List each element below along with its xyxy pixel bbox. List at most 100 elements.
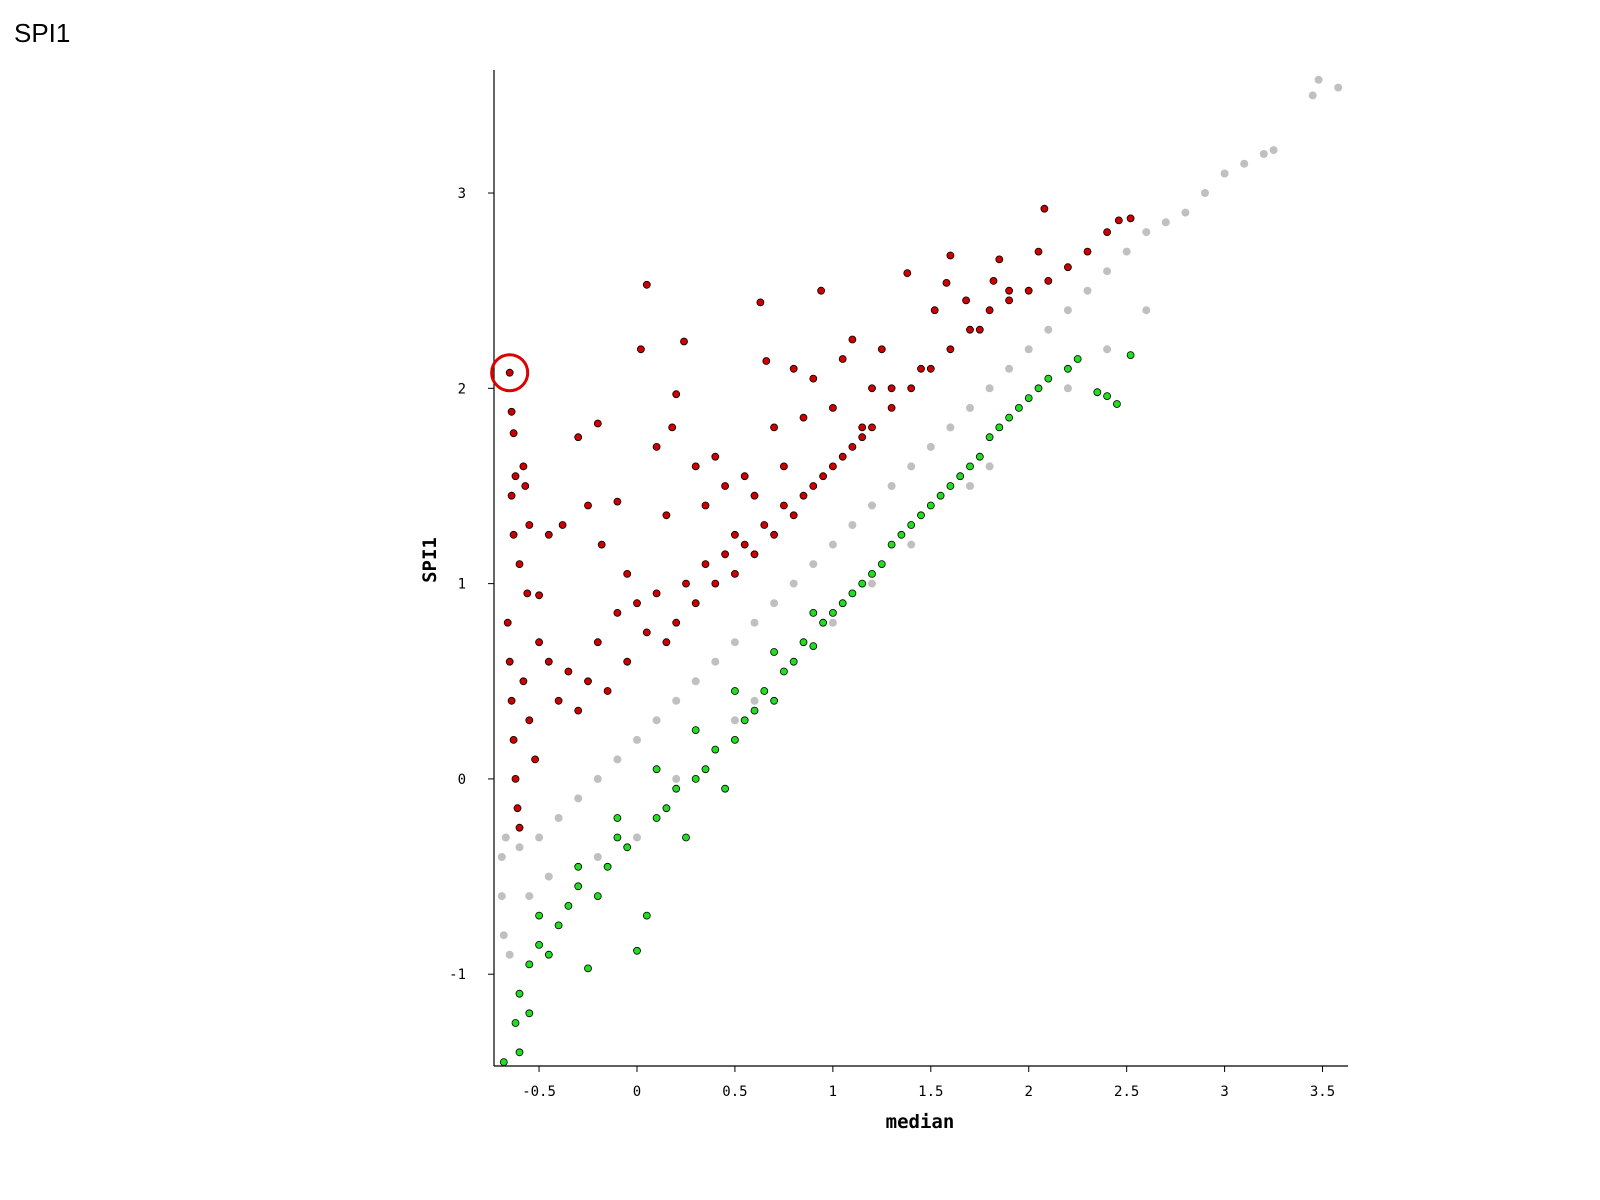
x-ticks: -0.5 0 0.5 1 1.5 2 2.5 3 3.5: [522, 1066, 1335, 1100]
axes: [493, 70, 1348, 1067]
down-point: [721, 784, 729, 793]
background-point: [1181, 208, 1190, 217]
up-point: [711, 579, 720, 588]
down-point: [1126, 351, 1135, 360]
down-point: [897, 530, 906, 539]
up-point: [762, 357, 771, 365]
background-point: [1314, 75, 1323, 84]
x-tick-label: 3: [1220, 1084, 1228, 1100]
x-tick-label: 1.5: [918, 1084, 943, 1100]
up-point: [903, 269, 912, 278]
up-point: [544, 530, 553, 539]
up-point: [731, 570, 739, 578]
up-point: [1034, 247, 1043, 256]
plot-points: [497, 75, 1343, 1066]
background-point: [809, 560, 818, 569]
up-point: [623, 570, 632, 578]
background-point: [1024, 345, 1033, 354]
up-point: [593, 419, 602, 428]
up-point: [507, 491, 516, 500]
y-ticks: -1 0 1 2 3: [449, 186, 494, 983]
down-point: [642, 911, 651, 920]
down-point: [593, 892, 602, 900]
down-point: [535, 941, 543, 949]
down-point: [691, 775, 700, 783]
down-point: [1064, 364, 1072, 373]
up-point: [756, 298, 765, 307]
background-point: [985, 462, 994, 471]
background-point: [985, 384, 994, 393]
y-tick-label: 2: [458, 381, 466, 397]
background-point: [750, 618, 759, 627]
highlight-ring: [490, 353, 530, 393]
up-point: [637, 345, 645, 354]
background-point: [907, 540, 916, 549]
background-point: [593, 853, 602, 861]
background-point: [868, 579, 876, 588]
down-point: [652, 814, 661, 822]
down-point: [691, 726, 700, 734]
background-point: [525, 892, 534, 901]
down-point: [946, 482, 955, 490]
down-point: [574, 882, 583, 891]
y-tick-label: 0: [458, 772, 466, 788]
background-point: [1161, 218, 1170, 227]
background-point: [730, 638, 739, 647]
down-point: [1005, 413, 1013, 422]
up-point: [593, 638, 602, 647]
up-point: [691, 599, 700, 608]
down-point: [525, 1009, 534, 1018]
down-point: [1044, 374, 1053, 383]
up-point: [503, 618, 512, 627]
x-tick-label: 1: [829, 1084, 837, 1100]
background-point: [505, 950, 514, 959]
background-point: [1005, 364, 1014, 373]
down-point: [1015, 403, 1023, 412]
down-point: [535, 911, 543, 920]
down-point: [623, 843, 632, 852]
page-title: SPI1: [14, 18, 71, 48]
up-point: [701, 560, 710, 568]
background-point: [613, 755, 622, 764]
up-point: [750, 491, 759, 500]
up-point: [519, 677, 528, 686]
up-point: [584, 501, 592, 510]
up-point: [946, 345, 955, 354]
up-point: [668, 423, 677, 432]
down-point: [499, 1058, 508, 1066]
down-point: [652, 765, 661, 774]
background-point: [1083, 286, 1092, 295]
up-point: [672, 390, 681, 399]
up-point: [525, 521, 534, 529]
background-point: [887, 482, 896, 490]
background-point: [750, 696, 759, 705]
background-point: [515, 843, 524, 852]
up-point: [989, 276, 998, 285]
up-point: [662, 638, 671, 647]
down-point: [662, 804, 671, 813]
background-point: [497, 853, 506, 861]
up-point: [838, 355, 847, 363]
down-point: [1024, 394, 1033, 403]
up-point: [868, 423, 876, 432]
up-point: [962, 296, 970, 305]
y-tick-label: 3: [458, 186, 466, 202]
down-point: [1034, 384, 1043, 393]
background-point: [828, 618, 837, 627]
background-point: [1142, 306, 1151, 315]
up-point: [525, 716, 534, 725]
down-point: [574, 862, 583, 871]
down-point: [966, 462, 974, 471]
up-point: [926, 364, 935, 373]
up-point: [740, 540, 749, 549]
down-point: [760, 687, 769, 695]
background-point: [672, 696, 681, 705]
up-point: [838, 452, 847, 461]
down-point: [985, 433, 994, 442]
background-point: [828, 540, 837, 549]
up-point: [535, 591, 543, 600]
up-point: [809, 482, 818, 490]
down-point: [975, 452, 984, 461]
up-point: [817, 286, 825, 295]
